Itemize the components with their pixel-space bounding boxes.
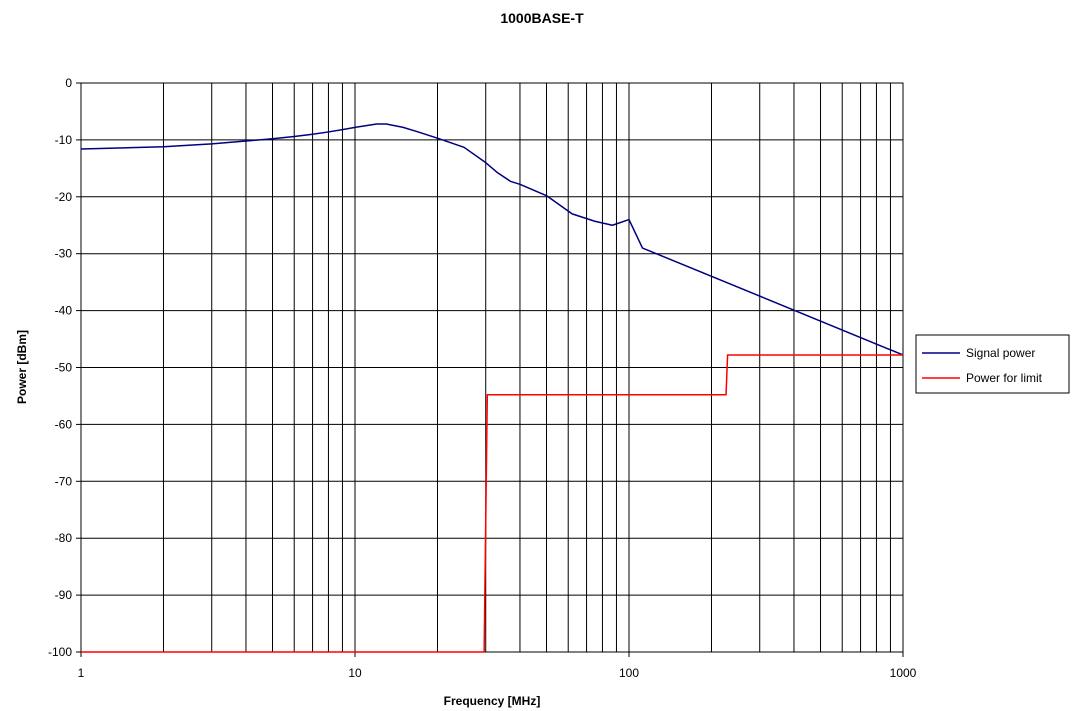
x-tick-label: 1: [78, 666, 85, 680]
x-axis-title: Frequency [MHz]: [444, 694, 541, 708]
y-tick-label: -20: [55, 190, 73, 204]
y-tick-label: -60: [55, 417, 73, 431]
series-lines: [80, 123, 904, 653]
x-tick-label: 1000: [890, 666, 917, 680]
x-tick-label: 10: [348, 666, 362, 680]
y-tick-label: -30: [55, 247, 73, 261]
series-line-signal-power: [80, 123, 904, 356]
y-tick-label: -90: [55, 588, 73, 602]
y-tick-label: -100: [48, 645, 72, 659]
y-axis-title: Power [dBm]: [15, 330, 29, 404]
y-tick-label: -50: [55, 361, 73, 375]
y-tick-label: -10: [55, 133, 73, 147]
legend-label-signal-power: Signal power: [966, 346, 1035, 360]
series-line-power-for-limit: [81, 354, 903, 653]
x-tick-label: 100: [619, 666, 639, 680]
y-axis-ticks: 0 -10 -20 -30 -40 -50 -60 -70 -80 -90 -100: [48, 76, 81, 659]
y-tick-label: 0: [65, 76, 72, 90]
chart-title: 1000BASE-T: [500, 10, 584, 26]
grid: [81, 83, 903, 652]
y-tick-label: -70: [55, 474, 73, 488]
legend: Signal power Power for limit: [915, 334, 1070, 394]
legend-box: [915, 334, 1070, 394]
y-tick-label: -40: [55, 304, 73, 318]
legend-label-power-for-limit: Power for limit: [966, 371, 1043, 385]
y-tick-label: -80: [55, 531, 73, 545]
x-axis-ticks: 1 10 100 1000: [78, 652, 917, 680]
